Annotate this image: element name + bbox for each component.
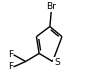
Text: S: S bbox=[54, 58, 60, 67]
Text: F: F bbox=[8, 62, 13, 71]
Text: Br: Br bbox=[46, 2, 56, 11]
Text: F: F bbox=[8, 50, 13, 59]
